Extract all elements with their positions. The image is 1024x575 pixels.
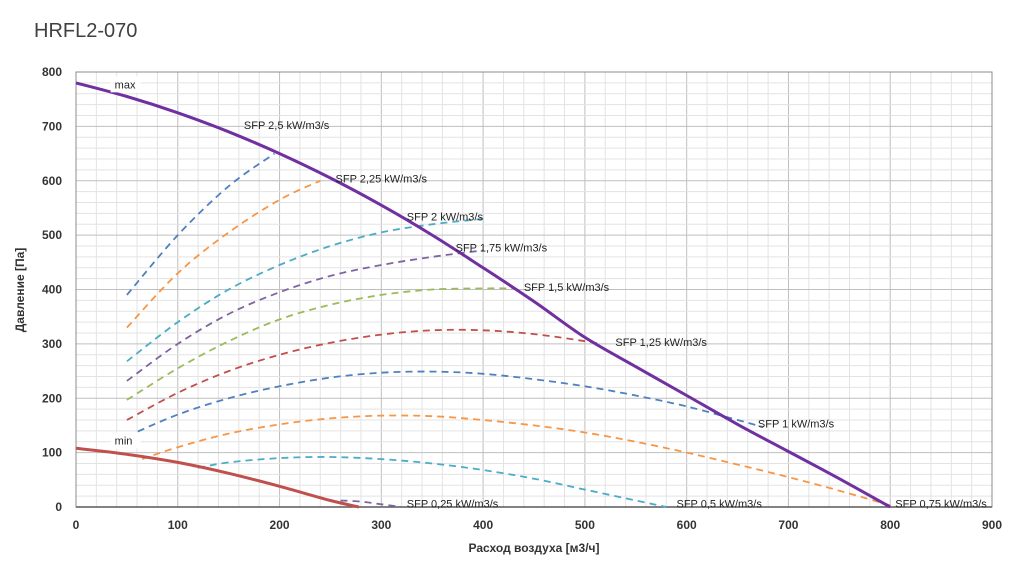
- grid: [75, 71, 993, 508]
- x-tick-label: 300: [371, 518, 391, 532]
- annotation-label: SFP 0,5 kW/m3/s: [676, 499, 762, 511]
- annotation-label: SFP 1,5 kW/m3/s: [524, 282, 610, 294]
- series-sfp-2-5: [126, 152, 276, 296]
- x-tick-label: 500: [575, 518, 595, 532]
- chart-title: HRFL2-070: [34, 20, 138, 42]
- y-tick-label: 800: [42, 65, 62, 79]
- series-sfp-2: [126, 217, 484, 363]
- x-tick-label: 700: [778, 518, 798, 532]
- y-tick-label: 300: [42, 337, 62, 351]
- y-tick-label: 600: [42, 174, 62, 188]
- annotation-label: SFP 2 kW/m3/s: [407, 211, 484, 223]
- annotation-label: SFP 0,25 kW/m3/s: [407, 499, 499, 511]
- x-tick-label: 800: [880, 518, 900, 532]
- tick-labels: 0 100 200 300 400 500 600 700 800 900 0 100 200 300 40…: [42, 65, 1002, 532]
- series-sfp-0-5: [197, 456, 667, 508]
- x-tick-label: 600: [677, 518, 697, 532]
- series-sfp-0-75: [141, 414, 891, 507]
- series-sfp-1-25: [126, 328, 601, 421]
- y-tick-label: 700: [42, 119, 62, 133]
- x-tick-label: 100: [168, 518, 188, 532]
- annotation-label: SFP 2,5 kW/m3/s: [244, 120, 330, 132]
- series-sfp-0-25: [340, 499, 402, 508]
- annotation-label: SFP 1,25 kW/m3/s: [615, 337, 707, 349]
- x-tick-label: 400: [473, 518, 493, 532]
- x-tick-label: 200: [270, 518, 290, 532]
- x-axis-label: Расход воздуха [м3/ч]: [469, 541, 600, 555]
- annotation-label: max: [115, 79, 136, 91]
- y-tick-label: 500: [42, 228, 62, 242]
- annotation-label: SFP 1 kW/m3/s: [758, 419, 835, 431]
- annotation-label: SFP 1,75 kW/m3/s: [456, 242, 548, 254]
- y-tick-label: 0: [55, 500, 62, 514]
- annotation-bg: [110, 432, 141, 449]
- y-axis-label: Давление [Па]: [13, 248, 27, 333]
- annotation-label: min: [115, 435, 133, 447]
- series-max: [75, 81, 891, 509]
- series-min: [75, 446, 360, 509]
- annotation-bg: [110, 76, 141, 93]
- series-sfp-1-75: [126, 249, 484, 382]
- annotation-label: SFP 0,75 kW/m3/s: [895, 499, 987, 511]
- series-sfp-1: [126, 370, 764, 438]
- series-layer: [75, 81, 891, 509]
- annotation-label: SFP 2,25 kW/m3/s: [336, 173, 428, 185]
- y-tick-label: 400: [42, 283, 62, 297]
- x-tick-label: 900: [982, 518, 1002, 532]
- x-tick-label: 0: [73, 518, 80, 532]
- series-sfp-1-5: [126, 287, 514, 401]
- y-tick-label: 200: [42, 391, 62, 405]
- y-tick-label: 100: [42, 446, 62, 460]
- annotations: max min SFP 2,5 kW/m3/s SFP 2,25 kW/m3/s SFP…: [110, 76, 987, 511]
